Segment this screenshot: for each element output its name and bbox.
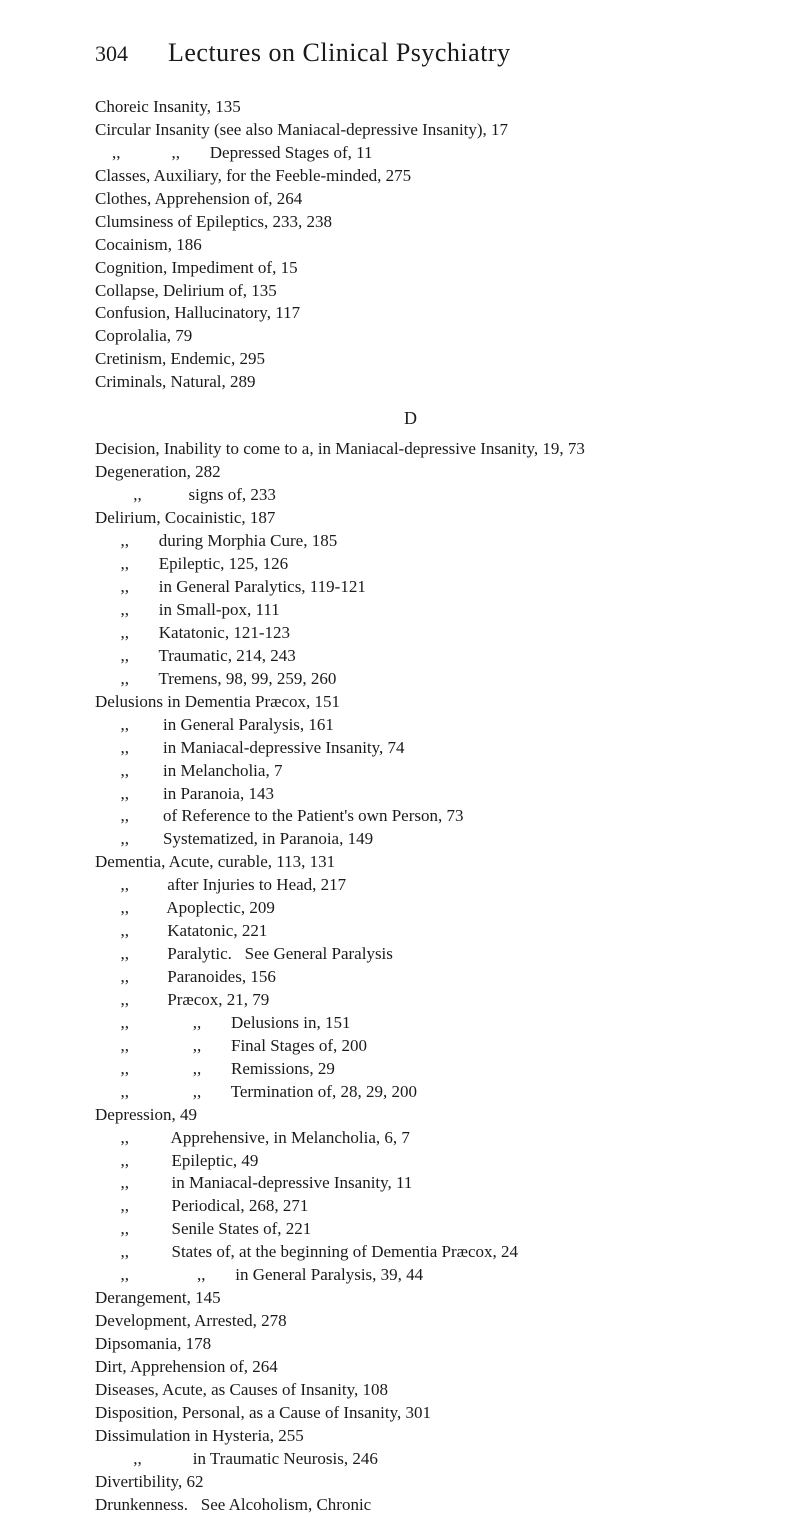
index-entry: ,, Epileptic, 49 bbox=[95, 1150, 726, 1173]
index-entry: ,, during Morphia Cure, 185 bbox=[95, 530, 726, 553]
page-title: Lectures on Clinical Psychiatry bbox=[168, 38, 511, 68]
index-entry: Cocainism, 186 bbox=[95, 234, 726, 257]
index-entry: ,, Katatonic, 121-123 bbox=[95, 622, 726, 645]
index-entry: Development, Arrested, 278 bbox=[95, 1310, 726, 1333]
index-entry: ,, in Melancholia, 7 bbox=[95, 760, 726, 783]
index-entry: Dipsomania, 178 bbox=[95, 1333, 726, 1356]
index-entry: ,, Periodical, 268, 271 bbox=[95, 1195, 726, 1218]
index-entry: Delusions in Dementia Præcox, 151 bbox=[95, 691, 726, 714]
index-entry: ,, ,, Delusions in, 151 bbox=[95, 1012, 726, 1035]
index-entry: Coprolalia, 79 bbox=[95, 325, 726, 348]
index-entry: ,, in General Paralysis, 161 bbox=[95, 714, 726, 737]
index-entry: ,, Paranoides, 156 bbox=[95, 966, 726, 989]
index-block-1: Choreic Insanity, 135Circular Insanity (… bbox=[95, 96, 726, 394]
index-entry: Cretinism, Endemic, 295 bbox=[95, 348, 726, 371]
index-entry: Classes, Auxiliary, for the Feeble-minde… bbox=[95, 165, 726, 188]
section-letter: D bbox=[95, 406, 726, 430]
index-entry: Confusion, Hallucinatory, 117 bbox=[95, 302, 726, 325]
index-entry: Criminals, Natural, 289 bbox=[95, 371, 726, 394]
index-entry: ,, ,, Depressed Stages of, 11 bbox=[95, 142, 726, 165]
index-entry: Dementia, Acute, curable, 113, 131 bbox=[95, 851, 726, 874]
index-entry: Dissimulation in Hysteria, 255 bbox=[95, 1425, 726, 1448]
index-entry: Cognition, Impediment of, 15 bbox=[95, 257, 726, 280]
index-entry: Clumsiness of Epileptics, 233, 238 bbox=[95, 211, 726, 234]
index-entry: ,, in Maniacal-depressive Insanity, 74 bbox=[95, 737, 726, 760]
index-entry: Derangement, 145 bbox=[95, 1287, 726, 1310]
index-entry: ,, Paralytic. See General Paralysis bbox=[95, 943, 726, 966]
page-number: 304 bbox=[95, 41, 128, 67]
index-entry: ,, Systematized, in Paranoia, 149 bbox=[95, 828, 726, 851]
index-entry: Disposition, Personal, as a Cause of Ins… bbox=[95, 1402, 726, 1425]
index-entry: ,, in General Paralytics, 119-121 bbox=[95, 576, 726, 599]
index-entry: ,, Apoplectic, 209 bbox=[95, 897, 726, 920]
index-entry: ,, in Small-pox, 111 bbox=[95, 599, 726, 622]
index-entry: ,, Præcox, 21, 79 bbox=[95, 989, 726, 1012]
index-entry: Clothes, Apprehension of, 264 bbox=[95, 188, 726, 211]
index-entry: ,, Katatonic, 221 bbox=[95, 920, 726, 943]
index-entry: ,, ,, Final Stages of, 200 bbox=[95, 1035, 726, 1058]
index-entry: Circular Insanity (see also Maniacal-dep… bbox=[95, 119, 726, 142]
index-entry: ,, of Reference to the Patient's own Per… bbox=[95, 805, 726, 828]
index-entry: Depression, 49 bbox=[95, 1104, 726, 1127]
index-entry: Decision, Inability to come to a, in Man… bbox=[95, 438, 726, 461]
index-entry: ,, States of, at the beginning of Dement… bbox=[95, 1241, 726, 1264]
index-entry: ,, Tremens, 98, 99, 259, 260 bbox=[95, 668, 726, 691]
index-entry: Diseases, Acute, as Causes of Insanity, … bbox=[95, 1379, 726, 1402]
index-entry: Divertibility, 62 bbox=[95, 1471, 726, 1494]
index-entry: ,, in Paranoia, 143 bbox=[95, 783, 726, 806]
index-entry: Collapse, Delirium of, 135 bbox=[95, 280, 726, 303]
index-entry: ,, ,, Termination of, 28, 29, 200 bbox=[95, 1081, 726, 1104]
index-block-2: Decision, Inability to come to a, in Man… bbox=[95, 438, 726, 1516]
index-entry: ,, Senile States of, 221 bbox=[95, 1218, 726, 1241]
index-entry: ,, signs of, 233 bbox=[95, 484, 726, 507]
index-entry: ,, ,, in General Paralysis, 39, 44 bbox=[95, 1264, 726, 1287]
index-entry: ,, after Injuries to Head, 217 bbox=[95, 874, 726, 897]
index-entry: ,, Traumatic, 214, 243 bbox=[95, 645, 726, 668]
index-entry: ,, ,, Remissions, 29 bbox=[95, 1058, 726, 1081]
index-entry: Drunkenness. See Alcoholism, Chronic bbox=[95, 1494, 726, 1517]
index-entry: ,, in Maniacal-depressive Insanity, 11 bbox=[95, 1172, 726, 1195]
index-entry: Choreic Insanity, 135 bbox=[95, 96, 726, 119]
index-content: Choreic Insanity, 135Circular Insanity (… bbox=[95, 96, 726, 1517]
index-entry: Degeneration, 282 bbox=[95, 461, 726, 484]
index-entry: Dirt, Apprehension of, 264 bbox=[95, 1356, 726, 1379]
index-entry: ,, Apprehensive, in Melancholia, 6, 7 bbox=[95, 1127, 726, 1150]
index-entry: ,, in Traumatic Neurosis, 246 bbox=[95, 1448, 726, 1471]
index-entry: Delirium, Cocainistic, 187 bbox=[95, 507, 726, 530]
index-entry: ,, Epileptic, 125, 126 bbox=[95, 553, 726, 576]
